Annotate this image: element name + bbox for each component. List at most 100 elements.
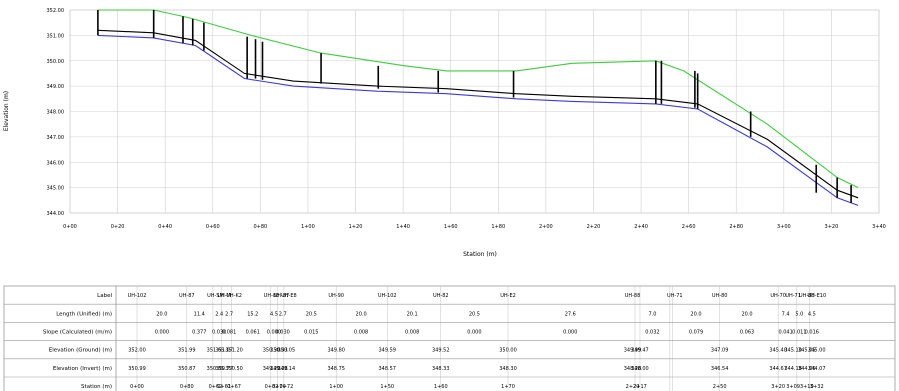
table-cell: 0.016 bbox=[805, 330, 819, 336]
table-cell: UH-SM bbox=[207, 293, 224, 299]
y-tick-label: 352.00 bbox=[47, 8, 65, 14]
x-axis-label: Station (m) bbox=[463, 251, 497, 258]
table-frame bbox=[3, 285, 896, 391]
table-cell: 348.00 bbox=[631, 366, 649, 372]
table-cell: 0.081 bbox=[222, 330, 236, 336]
plot-frame bbox=[69, 9, 880, 214]
table-cell: 0.041 bbox=[778, 330, 792, 336]
table-cell: 344.07 bbox=[808, 366, 826, 372]
table-cell: 0+70 bbox=[272, 384, 286, 390]
table-cell: UH-88 bbox=[625, 293, 641, 299]
table-cell: 0.015 bbox=[304, 330, 318, 336]
table-cell: 348.75 bbox=[327, 366, 345, 372]
table-cell: 0.000 bbox=[155, 330, 169, 336]
table-cell: 0.000 bbox=[563, 330, 577, 336]
table-row-label: Length (Unified) (m) bbox=[56, 311, 112, 317]
y-tick-label: 349.00 bbox=[47, 84, 65, 90]
table-cell: 350.77 bbox=[215, 366, 233, 372]
table-cell: 2+50 bbox=[713, 384, 727, 390]
table-cell: 0+80 bbox=[180, 384, 194, 390]
table-cell: 349.14 bbox=[278, 366, 296, 372]
table-cell: UH-80 bbox=[799, 293, 815, 299]
table-cell: 0.377 bbox=[192, 330, 206, 336]
x-tick-label: 3+00 bbox=[777, 224, 791, 230]
table-cell: 0.030 bbox=[276, 330, 290, 336]
x-tick-label: 0+20 bbox=[111, 224, 125, 230]
table-cell: UH-K2 bbox=[226, 293, 242, 299]
table-cell: 0.011 bbox=[792, 330, 806, 336]
table-cell: 348.57 bbox=[378, 366, 396, 372]
x-tick-label: 2+20 bbox=[587, 224, 601, 230]
table-cell: 20.5 bbox=[469, 311, 480, 317]
table-cell: 0+67 bbox=[227, 384, 241, 390]
table-cell: 20.1 bbox=[407, 311, 418, 317]
table-cell: 0.000 bbox=[267, 330, 281, 336]
x-tick-label: 2+00 bbox=[539, 224, 553, 230]
table-cell: 0+61 bbox=[217, 384, 231, 390]
table-row-label: Elevation (Ground) (m) bbox=[49, 348, 112, 354]
table-cell: UH-70 bbox=[770, 293, 786, 299]
table-cell: 345.40 bbox=[769, 348, 787, 354]
table-cell: UH-82 bbox=[433, 293, 449, 299]
table-cell: 0.000 bbox=[467, 330, 481, 336]
table-cell: 20.0 bbox=[690, 311, 701, 317]
table-cell: 7.0 bbox=[648, 311, 656, 317]
table-cell: 351.07 bbox=[215, 348, 233, 354]
table-cell: UH-E8 bbox=[281, 293, 297, 299]
y-tick-label: 348.00 bbox=[47, 110, 65, 116]
x-tick-label: 2+80 bbox=[729, 224, 743, 230]
x-tick-label: 0+80 bbox=[253, 224, 267, 230]
x-tick-label: 1+40 bbox=[396, 224, 410, 230]
table-cell: 350.05 bbox=[278, 348, 296, 354]
table-cell: 344.18 bbox=[784, 366, 802, 372]
table-cell: UH-71 bbox=[667, 293, 683, 299]
table-cell: 348.33 bbox=[432, 366, 450, 372]
structure-layer bbox=[97, 10, 852, 203]
table-cell: 344.67 bbox=[769, 366, 787, 372]
table-cell: 0+00 bbox=[130, 384, 144, 390]
table-cell: 2.4 bbox=[215, 311, 223, 317]
table-cell: 2.7 bbox=[279, 311, 287, 317]
table-cell: 350.50 bbox=[225, 366, 243, 372]
table-cell: 350.87 bbox=[178, 366, 196, 372]
table-cell: 0.079 bbox=[689, 330, 703, 336]
table-cell: 351.65 bbox=[207, 348, 225, 354]
table-cell: 1+60 bbox=[434, 384, 448, 390]
table-cell: 15.2 bbox=[247, 311, 258, 317]
table-cell: 0.061 bbox=[246, 330, 260, 336]
table-cell: 0.063 bbox=[740, 330, 754, 336]
y-tick-label: 350.00 bbox=[47, 59, 65, 65]
table-cell: 1+70 bbox=[501, 384, 515, 390]
table-cell: 350.03 bbox=[270, 348, 288, 354]
table-cell: 351.20 bbox=[225, 348, 243, 354]
table-cell: UH-87 bbox=[274, 293, 290, 299]
table-cell: 350.30 bbox=[263, 348, 281, 354]
table-cell: 352.00 bbox=[128, 348, 146, 354]
table-cell: 7.4 bbox=[782, 311, 790, 317]
table-cell: 346.54 bbox=[711, 366, 729, 372]
series-line-0 bbox=[97, 9, 859, 189]
x-tick-label: 0+00 bbox=[63, 224, 77, 230]
y-tick-label: 351.00 bbox=[47, 33, 65, 39]
table-cell: 349.59 bbox=[378, 348, 396, 354]
table-cell: UH-102 bbox=[378, 293, 397, 299]
x-tick-label: 0+60 bbox=[206, 224, 220, 230]
table-cell: 20.0 bbox=[741, 311, 752, 317]
table-row-label: Station (m) bbox=[81, 384, 112, 390]
table-cell: 0.030 bbox=[212, 330, 226, 336]
table-cell: 3+32 bbox=[810, 384, 824, 390]
table-cell: 2.7 bbox=[225, 311, 233, 317]
table-cell: 349.28 bbox=[270, 366, 288, 372]
table-cell: UH-80 bbox=[712, 293, 728, 299]
table-cell: 348.30 bbox=[499, 366, 517, 372]
table-cell: 0+72 bbox=[280, 384, 294, 390]
table-cell: 1+00 bbox=[329, 384, 343, 390]
table-cell: 344.05 bbox=[798, 366, 816, 372]
y-tick-label: 344.00 bbox=[47, 211, 65, 217]
table-cell: UH-E10 bbox=[807, 293, 826, 299]
table-cell: 20.0 bbox=[356, 311, 367, 317]
table-cell: UH-88 bbox=[264, 293, 280, 299]
table-cell: 3+10 bbox=[800, 384, 814, 390]
table-cell: 20.0 bbox=[156, 311, 167, 317]
